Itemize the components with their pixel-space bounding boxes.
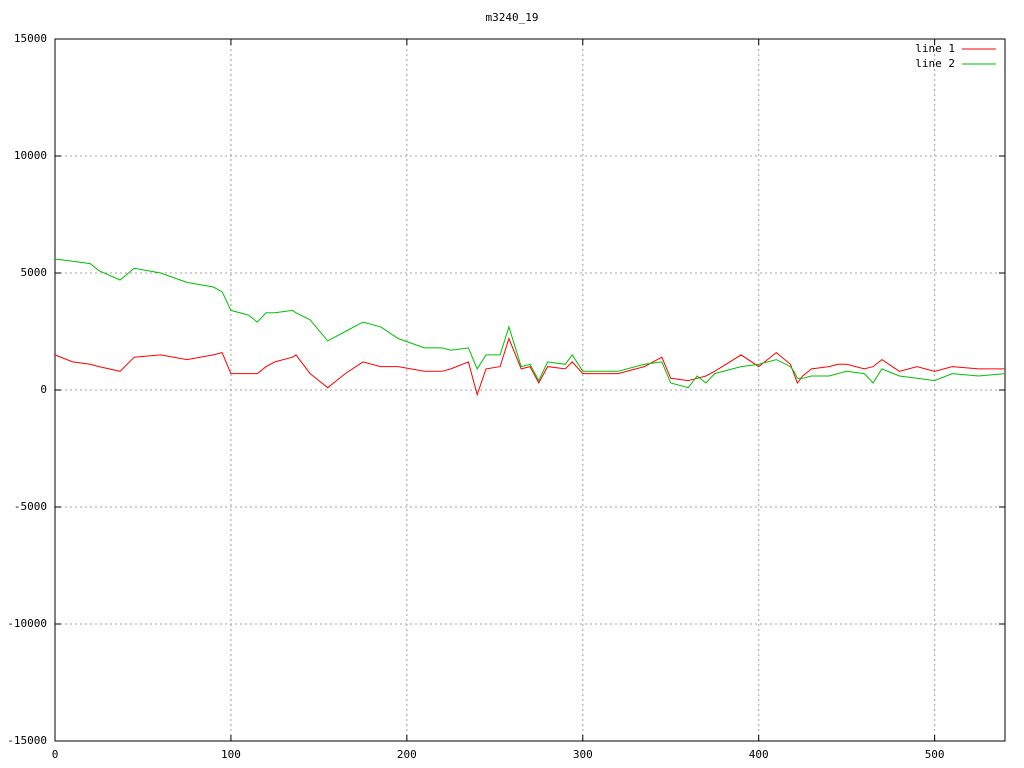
plot-frame <box>54 38 1006 742</box>
y-tick-label: -10000 <box>7 617 47 630</box>
x-tick-label: 100 <box>221 748 241 761</box>
x-tick-label: 200 <box>397 748 417 761</box>
y-tick-label: 15000 <box>14 32 47 45</box>
y-tick-label: 10000 <box>14 149 47 162</box>
legend-label: line 2 <box>915 57 955 70</box>
x-tick-label: 400 <box>749 748 769 761</box>
x-tick-label: 500 <box>925 748 945 761</box>
data-line <box>54 258 1006 389</box>
y-tick-label: -5000 <box>14 500 47 513</box>
y-tick-label: 5000 <box>21 266 48 279</box>
x-tick-label: 0 <box>52 748 59 761</box>
x-tick-label: 300 <box>573 748 593 761</box>
y-tick-label: 0 <box>40 383 47 396</box>
data-line <box>54 337 1005 397</box>
legend-label: line 1 <box>915 42 955 55</box>
chart-title: m3240_19 <box>486 11 539 24</box>
y-tick-label: -15000 <box>7 734 47 747</box>
